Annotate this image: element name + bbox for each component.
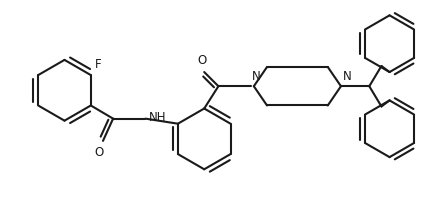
Text: F: F	[95, 58, 101, 71]
Text: NH: NH	[148, 111, 166, 124]
Text: O: O	[94, 146, 104, 159]
Text: O: O	[198, 54, 207, 67]
Text: N: N	[343, 70, 352, 83]
Text: N: N	[252, 70, 261, 83]
